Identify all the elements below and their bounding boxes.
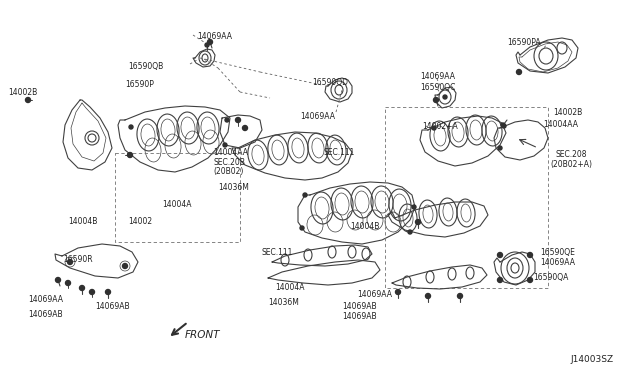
Circle shape [415, 219, 420, 224]
Text: SEC.208: SEC.208 [556, 150, 588, 159]
Text: 14004A: 14004A [275, 283, 305, 292]
Circle shape [396, 289, 401, 295]
Circle shape [79, 285, 84, 291]
Circle shape [516, 70, 522, 74]
Circle shape [236, 118, 241, 122]
Text: 14002B: 14002B [8, 88, 37, 97]
Circle shape [497, 278, 502, 282]
Text: 16590QC: 16590QC [420, 83, 456, 92]
Text: 16590QE: 16590QE [540, 248, 575, 257]
Text: SEC.111: SEC.111 [262, 248, 293, 257]
Text: 14002+A: 14002+A [422, 122, 458, 131]
Circle shape [498, 146, 502, 150]
Text: J14003SZ: J14003SZ [570, 355, 613, 364]
Circle shape [26, 97, 31, 103]
Circle shape [433, 97, 438, 103]
Circle shape [225, 118, 229, 122]
Text: 14069AA: 14069AA [420, 72, 455, 81]
Text: 14004B: 14004B [68, 217, 97, 226]
Text: (20B02): (20B02) [213, 167, 243, 176]
Circle shape [497, 253, 502, 257]
Text: 14004AA: 14004AA [213, 148, 248, 157]
Circle shape [527, 278, 532, 282]
Text: (20B02+A): (20B02+A) [550, 160, 592, 169]
Text: 16590QA: 16590QA [533, 273, 568, 282]
Text: 14069AA: 14069AA [300, 112, 335, 121]
Circle shape [432, 126, 436, 130]
Circle shape [408, 230, 412, 234]
Text: 16590QB: 16590QB [128, 62, 163, 71]
Text: 14069AA: 14069AA [28, 295, 63, 304]
Text: 16590PA: 16590PA [507, 38, 541, 47]
Text: 14069AB: 14069AB [342, 302, 376, 311]
Text: 14069AA: 14069AA [540, 258, 575, 267]
Circle shape [243, 125, 248, 131]
Text: 14002B: 14002B [553, 108, 582, 117]
Circle shape [443, 95, 447, 99]
Circle shape [128, 153, 132, 157]
Text: SEC.111: SEC.111 [323, 148, 355, 157]
Text: 14004A: 14004A [162, 200, 191, 209]
Circle shape [426, 294, 431, 298]
Text: 14069AB: 14069AB [95, 302, 130, 311]
Text: SEC.20B: SEC.20B [213, 158, 245, 167]
Circle shape [501, 123, 505, 127]
Circle shape [56, 278, 61, 282]
Circle shape [205, 43, 209, 47]
Circle shape [502, 124, 506, 128]
Text: 14036M: 14036M [218, 183, 249, 192]
Text: 16590QD: 16590QD [312, 78, 348, 87]
Circle shape [67, 260, 72, 264]
Circle shape [412, 205, 416, 209]
Circle shape [106, 289, 111, 295]
Circle shape [458, 294, 463, 298]
Circle shape [65, 280, 70, 285]
Text: 14069AA: 14069AA [197, 32, 232, 41]
Text: 14002: 14002 [128, 217, 152, 226]
Circle shape [122, 263, 127, 269]
Circle shape [207, 39, 212, 45]
Text: 14069AA: 14069AA [357, 290, 392, 299]
Text: 16590R: 16590R [63, 255, 93, 264]
Text: 14069AB: 14069AB [28, 310, 63, 319]
Circle shape [300, 226, 304, 230]
Text: 14004AA: 14004AA [543, 120, 578, 129]
Circle shape [90, 289, 95, 295]
Text: 14036M: 14036M [268, 298, 299, 307]
Circle shape [129, 125, 133, 129]
Text: 14004B: 14004B [350, 222, 380, 231]
Text: 16590P: 16590P [125, 80, 154, 89]
Circle shape [127, 153, 132, 157]
Circle shape [303, 193, 307, 197]
Circle shape [527, 253, 532, 257]
Text: FRONT: FRONT [185, 330, 221, 340]
Text: 14069AB: 14069AB [342, 312, 376, 321]
Circle shape [223, 143, 227, 147]
